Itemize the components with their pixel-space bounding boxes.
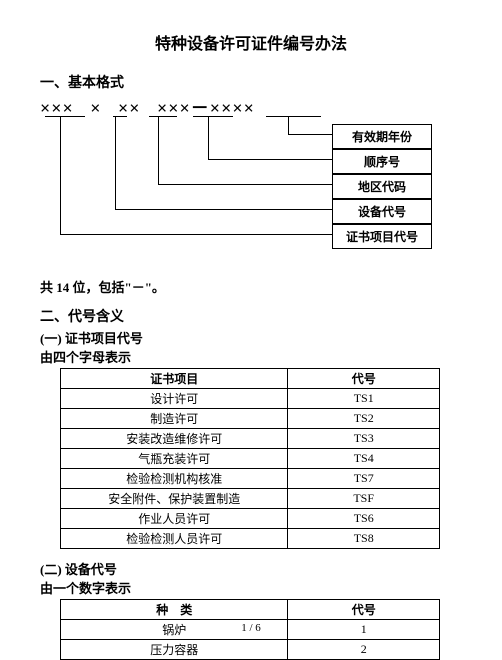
diagram-label: 顺序号 (332, 149, 432, 174)
table-row: 制造许可TS2 (61, 409, 440, 429)
table-cell: 检验检测机构核准 (61, 469, 288, 489)
table-header: 证书项目 (61, 369, 288, 389)
table1: 证书项目代号 设计许可TS1制造许可TS2安装改造维修许可TS3气瓶充装许可TS… (60, 368, 440, 549)
table-cell: TS8 (288, 529, 440, 549)
table-row: 安装改造维修许可TS3 (61, 429, 440, 449)
table-cell: 作业人员许可 (61, 509, 288, 529)
page-number: 1 / 6 (0, 622, 502, 634)
diagram-label: 设备代号 (332, 199, 432, 224)
table-cell: TS6 (288, 509, 440, 529)
table-cell: 设计许可 (61, 389, 288, 409)
diagram-label: 地区代码 (332, 174, 432, 199)
table-row: 气瓶充装许可TS4 (61, 449, 440, 469)
table-row: 作业人员许可TS6 (61, 509, 440, 529)
sub2-desc: 由一个数字表示 (40, 578, 462, 597)
table-cell: 压力容器 (61, 640, 288, 660)
diagram-label: 证书项目代号 (332, 224, 432, 249)
section1-note: 共 14 位，包括"－"。 (40, 277, 462, 296)
table-header: 代号 (288, 600, 440, 620)
section1-header: 一、基本格式 (40, 72, 462, 92)
table-cell: TS1 (288, 389, 440, 409)
table-row: 压力容器2 (61, 640, 440, 660)
table-header: 种 类 (61, 600, 288, 620)
table-cell: 2 (288, 640, 440, 660)
table-cell: 气瓶充装许可 (61, 449, 288, 469)
format-diagram: ××× × ×× ×××－×××× 有效期年份顺序号地区代码设备代号证书项目代号 (40, 94, 462, 269)
table-row: 检验检测机构核准TS7 (61, 469, 440, 489)
section2-header: 二、代号含义 (40, 306, 462, 326)
table-cell: TS3 (288, 429, 440, 449)
table-header: 代号 (288, 369, 440, 389)
sub1-desc: 由四个字母表示 (40, 347, 462, 366)
table-cell: 检验检测人员许可 (61, 529, 288, 549)
sub1-title: (一) 证书项目代号 (40, 328, 462, 347)
table-row: 检验检测人员许可TS8 (61, 529, 440, 549)
table-cell: TS7 (288, 469, 440, 489)
table-row: 设计许可TS1 (61, 389, 440, 409)
table-cell: TS2 (288, 409, 440, 429)
table-cell: 安装改造维修许可 (61, 429, 288, 449)
table-cell: 安全附件、保护装置制造 (61, 489, 288, 509)
table-row: 安全附件、保护装置制造TSF (61, 489, 440, 509)
diagram-label: 有效期年份 (332, 124, 432, 149)
sub2-title: (二) 设备代号 (40, 559, 462, 578)
table-cell: TSF (288, 489, 440, 509)
page-title: 特种设备许可证件编号办法 (40, 30, 462, 54)
table-cell: TS4 (288, 449, 440, 469)
table-cell: 制造许可 (61, 409, 288, 429)
